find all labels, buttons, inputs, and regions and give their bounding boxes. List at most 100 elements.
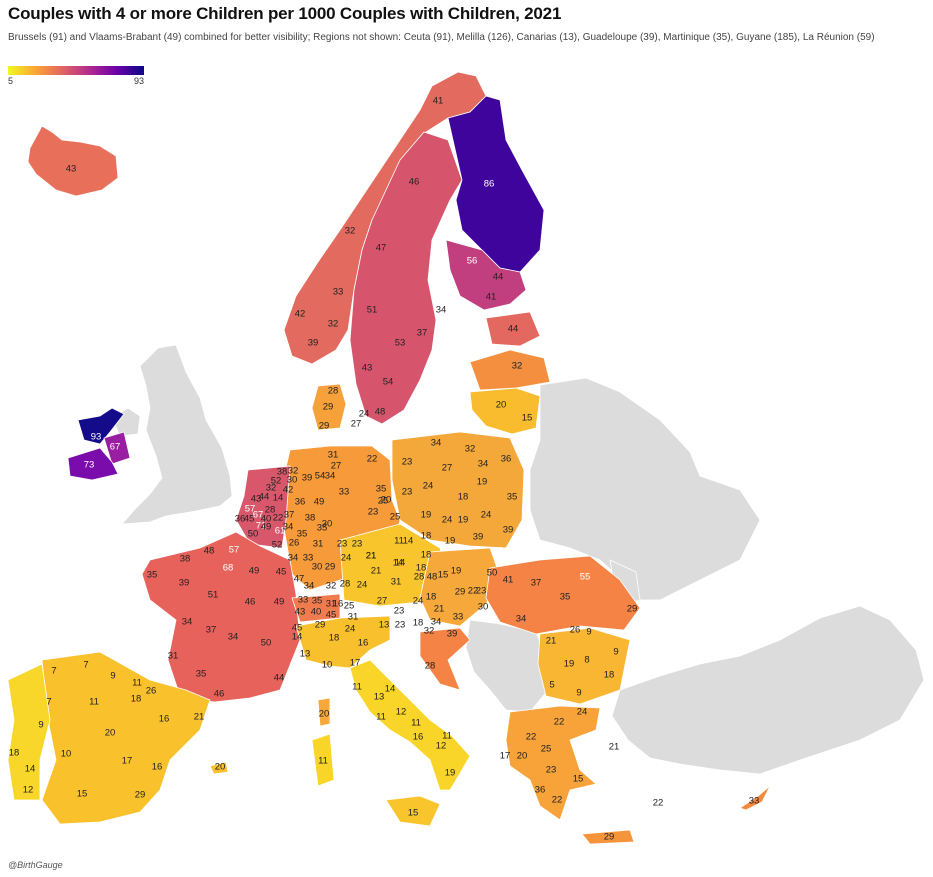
region-value-label: 17: [122, 756, 133, 767]
region-value-label: 24: [345, 624, 356, 635]
region-value-label: 43: [66, 164, 77, 175]
region-value-label: 21: [366, 551, 377, 562]
region-value-label: 8: [584, 655, 589, 666]
region-value-label: 31: [168, 651, 179, 662]
region-value-label: 24: [413, 596, 424, 607]
region-value-label: 17: [350, 658, 361, 669]
sicily-shape: [385, 795, 441, 827]
legend-max-label: 93: [133, 76, 144, 86]
data-regions: [7, 71, 771, 845]
region-value-label: 11: [376, 712, 386, 723]
region-value-label: 23: [368, 507, 379, 518]
region-value-label: 32: [424, 626, 435, 637]
region-value-label: 50: [248, 529, 259, 540]
region-value-label: 73: [84, 460, 95, 471]
region-value-label: 86: [484, 179, 495, 190]
region-value-label: 20: [215, 762, 226, 773]
region-value-label: 41: [433, 96, 444, 107]
region-value-label: 23: [352, 539, 363, 550]
region-value-label: 32: [512, 361, 523, 372]
region-value-label: 54: [315, 471, 326, 482]
region-value-label: 37: [531, 578, 542, 589]
region-value-label: 56: [467, 256, 478, 267]
region-value-label: 34: [288, 553, 299, 564]
region-value-label: 21: [609, 742, 620, 753]
region-value-label: 32: [465, 444, 476, 455]
region-value-label: 45: [244, 514, 255, 525]
region-value-label: 20: [381, 495, 392, 506]
ireland-nw-shape: [77, 407, 125, 445]
region-value-label: 46: [409, 177, 420, 188]
author-credit: @BirthGauge: [8, 860, 63, 870]
region-value-label: 18: [131, 694, 142, 705]
latvia-shape: [469, 349, 551, 391]
region-value-label: 9: [576, 688, 581, 699]
region-value-label: 16: [159, 714, 170, 725]
region-value-label: 22: [554, 717, 565, 728]
region-value-label: 16: [358, 638, 369, 649]
region-value-label: 48: [204, 546, 215, 557]
region-value-label: 15: [77, 789, 88, 800]
region-value-label: 19: [451, 566, 462, 577]
region-value-label: 21: [366, 551, 377, 562]
region-value-label: 14: [393, 558, 404, 569]
legend-gradient-bar: [8, 66, 144, 75]
region-value-label: 49: [249, 566, 260, 577]
region-value-label: 35: [507, 492, 518, 503]
iceland-shape: [27, 125, 119, 197]
region-value-label: 19: [445, 768, 456, 779]
region-value-label: 35: [317, 523, 328, 534]
region-value-label: 62: [493, 546, 504, 557]
region-value-label: 49: [261, 522, 272, 533]
region-value-label: 36: [501, 454, 512, 465]
region-value-label: 34: [283, 522, 294, 533]
region-value-label: 35: [147, 570, 158, 581]
region-value-label: 23: [395, 620, 406, 631]
region-value-label: 29: [325, 562, 336, 573]
region-value-label: 20: [319, 709, 330, 720]
region-value-label: 14: [395, 558, 406, 569]
finland-south-shape: [445, 239, 527, 311]
region-value-label: 32: [328, 319, 339, 330]
region-value-label: 27: [331, 461, 342, 472]
region-value-label: 27: [351, 419, 362, 430]
region-value-label: 43: [295, 607, 306, 618]
ireland-south-shape: [67, 447, 119, 481]
region-value-label: 57: [245, 504, 256, 515]
lithuania-shape: [469, 387, 541, 435]
region-value-label: 25: [344, 601, 355, 612]
region-value-label: 18: [604, 670, 615, 681]
region-value-label: 29: [315, 620, 326, 631]
region-value-label: 39: [308, 338, 319, 349]
region-value-label: 41: [503, 575, 514, 586]
region-value-label: 5: [549, 680, 554, 691]
region-value-label: 23: [546, 765, 557, 776]
region-value-label: 23: [402, 457, 413, 468]
region-value-label: 37: [206, 625, 217, 636]
region-value-label: 9: [110, 671, 115, 682]
region-value-label: 18: [421, 550, 432, 561]
region-value-label: 12: [436, 741, 447, 752]
region-value-label: 32: [326, 581, 337, 592]
region-value-label: 52: [271, 476, 282, 487]
region-value-label: 36: [295, 497, 306, 508]
region-value-label: 50: [261, 638, 272, 649]
region-value-label: 41: [486, 292, 497, 303]
finland-north-shape: [447, 95, 545, 273]
region-value-label: 33: [298, 595, 309, 606]
region-value-label: 37: [417, 328, 428, 339]
region-value-label: 67: [110, 442, 121, 453]
region-value-label: 93: [91, 432, 102, 443]
region-value-label: 15: [573, 774, 584, 785]
region-value-label: 29: [627, 604, 638, 615]
region-value-label: 39: [447, 629, 458, 640]
no-data-regions: [111, 344, 925, 775]
region-value-label: 27: [377, 596, 388, 607]
region-value-label: 16: [413, 732, 424, 743]
region-value-label: 35: [297, 529, 308, 540]
region-value-label: 7: [46, 697, 51, 708]
region-value-label: 28: [425, 661, 436, 672]
region-value-label: 34: [431, 617, 442, 628]
region-value-label: 16: [333, 599, 344, 610]
region-value-label: 11: [318, 756, 328, 767]
